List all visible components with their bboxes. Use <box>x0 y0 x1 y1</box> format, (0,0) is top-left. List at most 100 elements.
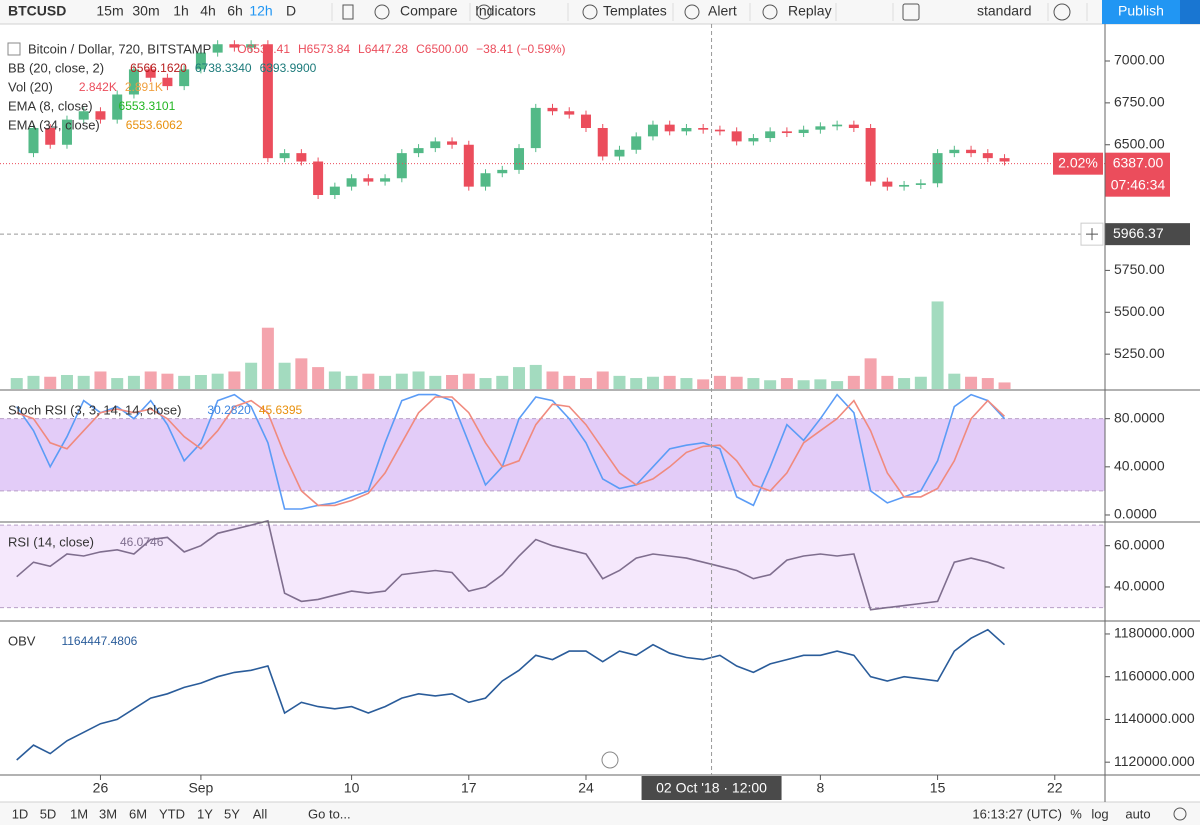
interval-button[interactable]: 1h <box>173 3 189 19</box>
legend-text: −38.41 (−0.59%) <box>476 42 565 56</box>
candle <box>78 111 89 120</box>
scale-option[interactable]: auto <box>1125 806 1150 821</box>
range-button[interactable]: YTD <box>159 806 185 821</box>
volume-bar <box>847 375 860 389</box>
last-price-label: 6387.00 <box>1113 154 1164 170</box>
range-button[interactable]: All <box>253 806 268 821</box>
y-tick-label: 60.0000 <box>1114 536 1165 552</box>
reset-icon[interactable] <box>601 751 619 769</box>
candle <box>899 184 910 187</box>
candle <box>363 178 374 182</box>
candle <box>949 149 960 154</box>
interval-button[interactable]: 6h <box>227 3 243 19</box>
goto-button[interactable]: Go to... <box>308 806 351 821</box>
toolbar-icon <box>684 4 700 20</box>
volume-bar <box>965 376 978 389</box>
candle <box>698 128 709 130</box>
legend-text: 2.891K <box>125 80 163 94</box>
interval-button[interactable]: 4h <box>200 3 216 19</box>
scale-option[interactable]: % <box>1070 806 1082 821</box>
volume-bar <box>864 358 877 389</box>
publish-button[interactable] <box>1102 0 1180 24</box>
toolbar-button[interactable]: Compare <box>400 3 458 19</box>
candle <box>346 178 357 187</box>
volume-bar <box>462 373 475 389</box>
volume-bar <box>998 382 1011 389</box>
volume-bar <box>496 375 509 389</box>
legend-text: 6553.6062 <box>126 118 183 132</box>
volume-bar <box>312 367 325 389</box>
range-button[interactable]: 3M <box>99 806 117 821</box>
y-tick-label: 1180000.000 <box>1114 625 1195 641</box>
indicator-line <box>16 628 1006 761</box>
y-tick-label: 6750.00 <box>1114 94 1165 110</box>
range-button[interactable]: 1M <box>70 806 88 821</box>
volume-bar <box>395 373 408 389</box>
candle <box>848 124 859 129</box>
publish-menu[interactable] <box>1180 0 1200 24</box>
toolbar-button[interactable]: standard <box>977 3 1031 19</box>
scale-option[interactable]: log <box>1091 806 1108 821</box>
countdown-label: 07:46:34 <box>1111 176 1166 192</box>
x-tick-label: 10 <box>344 780 360 796</box>
candle <box>932 153 943 184</box>
candle <box>212 44 223 53</box>
candle <box>413 148 424 154</box>
candle <box>380 178 391 182</box>
legend-text: 6393.9900 <box>260 61 317 75</box>
range-button[interactable]: 6M <box>129 806 147 821</box>
settings-icon[interactable] <box>1053 3 1071 21</box>
crosshair-price-badge <box>1105 223 1190 246</box>
symbol-icon <box>7 42 21 56</box>
publish-label[interactable]: Publish <box>1118 3 1164 19</box>
range-button[interactable]: 1Y <box>197 806 213 821</box>
interval-button[interactable]: 12h <box>249 3 272 19</box>
fullscreen-icon[interactable] <box>902 3 920 21</box>
candle <box>597 128 608 157</box>
candle <box>999 158 1010 162</box>
candle <box>497 169 508 174</box>
interval-button[interactable]: 15m <box>96 3 123 19</box>
interval-button[interactable]: D <box>286 3 296 19</box>
volume-bar <box>245 362 258 389</box>
toolbar-button[interactable]: Alert <box>708 3 737 19</box>
volume-bar <box>579 378 592 389</box>
volume-bar <box>663 375 676 389</box>
range-button[interactable]: 5Y <box>224 806 240 821</box>
clock: 16:13:27 (UTC) <box>972 806 1062 821</box>
y-tick-label: 80.0000 <box>1114 409 1165 425</box>
candle <box>731 131 742 142</box>
volume-bar <box>764 380 777 389</box>
symbol: BTCUSD <box>8 3 66 19</box>
axis-settings-icon[interactable] <box>1173 807 1187 821</box>
volume-bar <box>194 374 207 389</box>
legend-text: L6447.28 <box>358 42 408 56</box>
toolbar-icon <box>374 4 390 20</box>
indicator-line <box>16 519 1005 611</box>
range-button[interactable]: 1D <box>12 806 29 821</box>
interval-button[interactable]: 30m <box>132 3 159 19</box>
candle <box>681 128 692 132</box>
y-tick-label: 7000.00 <box>1114 52 1165 68</box>
x-tick-label: 15 <box>930 780 946 796</box>
legend-text: Bitcoin / Dollar, 720, BITSTAMP <box>28 41 211 56</box>
candle <box>329 186 340 196</box>
volume-bar <box>730 376 743 389</box>
legend-text: 30.2820 <box>207 403 251 417</box>
legend-text: OBV <box>8 633 36 648</box>
range-button[interactable]: 5D <box>40 806 57 821</box>
y-tick-label: 6500.00 <box>1114 135 1165 151</box>
indicator-band <box>0 418 1105 491</box>
legend-text: O6538.41 <box>237 42 290 56</box>
legend-text: 46.0746 <box>120 535 164 549</box>
volume-bar <box>646 376 659 389</box>
candle <box>95 111 106 120</box>
volume-bar <box>111 378 124 389</box>
bottom-toolbar <box>0 802 1200 825</box>
candle <box>966 149 977 154</box>
toolbar-button[interactable]: Templates <box>603 3 667 19</box>
toolbar-button[interactable]: Replay <box>788 3 832 19</box>
volume-bar <box>513 367 526 389</box>
legend-text: C6500.00 <box>416 42 468 56</box>
indicator-line <box>16 393 1006 510</box>
